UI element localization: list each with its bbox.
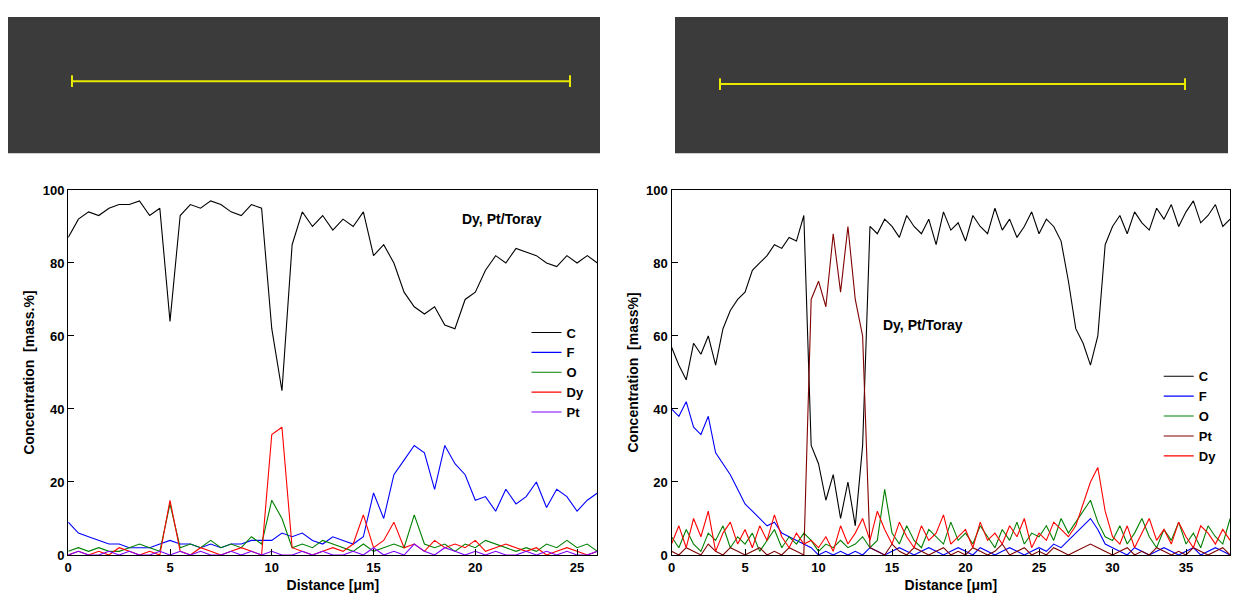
svg-text:5: 5 [166, 560, 173, 575]
svg-text:40: 40 [50, 402, 64, 417]
svg-text:Distance [μm]: Distance [μm] [287, 577, 380, 593]
svg-text:0: 0 [668, 560, 675, 575]
svg-text:0: 0 [661, 548, 668, 563]
svg-text:0: 0 [65, 560, 72, 575]
svg-text:F: F [1199, 389, 1207, 404]
svg-text:15: 15 [366, 560, 380, 575]
svg-text:35: 35 [1179, 560, 1193, 575]
svg-text:15: 15 [885, 560, 899, 575]
svg-text:Pt: Pt [566, 405, 580, 420]
svg-text:Dy, Pt/Toray: Dy, Pt/Toray [883, 317, 963, 333]
svg-text:80: 80 [653, 256, 667, 271]
svg-text:25: 25 [570, 560, 584, 575]
svg-text:60: 60 [50, 329, 64, 344]
svg-text:100: 100 [43, 183, 65, 198]
svg-text:60: 60 [653, 329, 667, 344]
svg-text:30: 30 [1105, 560, 1119, 575]
svg-text:20: 20 [50, 475, 64, 490]
svg-text:O: O [566, 365, 576, 380]
svg-text:20: 20 [958, 560, 972, 575]
svg-text:Dy, Pt/Toray: Dy, Pt/Toray [462, 211, 542, 227]
svg-text:40: 40 [653, 402, 667, 417]
svg-text:20: 20 [653, 475, 667, 490]
svg-text:100: 100 [646, 183, 668, 198]
svg-text:Concentration [mass%]: Concentration [mass%] [625, 292, 641, 452]
svg-text:0: 0 [57, 548, 64, 563]
svg-text:Concentration [mass.%]: Concentration [mass.%] [21, 290, 37, 454]
svg-text:10: 10 [811, 560, 825, 575]
svg-text:C: C [1199, 369, 1209, 384]
svg-text:Dy: Dy [566, 385, 583, 400]
svg-text:Distance [μm]: Distance [μm] [905, 577, 998, 593]
svg-text:Dy: Dy [1199, 449, 1216, 464]
svg-text:5: 5 [741, 560, 748, 575]
svg-text:10: 10 [265, 560, 279, 575]
svg-text:F: F [566, 345, 574, 360]
svg-text:25: 25 [1032, 560, 1046, 575]
svg-text:20: 20 [468, 560, 482, 575]
svg-text:Pt: Pt [1199, 429, 1213, 444]
svg-text:80: 80 [50, 256, 64, 271]
svg-text:C: C [566, 326, 576, 341]
svg-text:O: O [1199, 409, 1209, 424]
